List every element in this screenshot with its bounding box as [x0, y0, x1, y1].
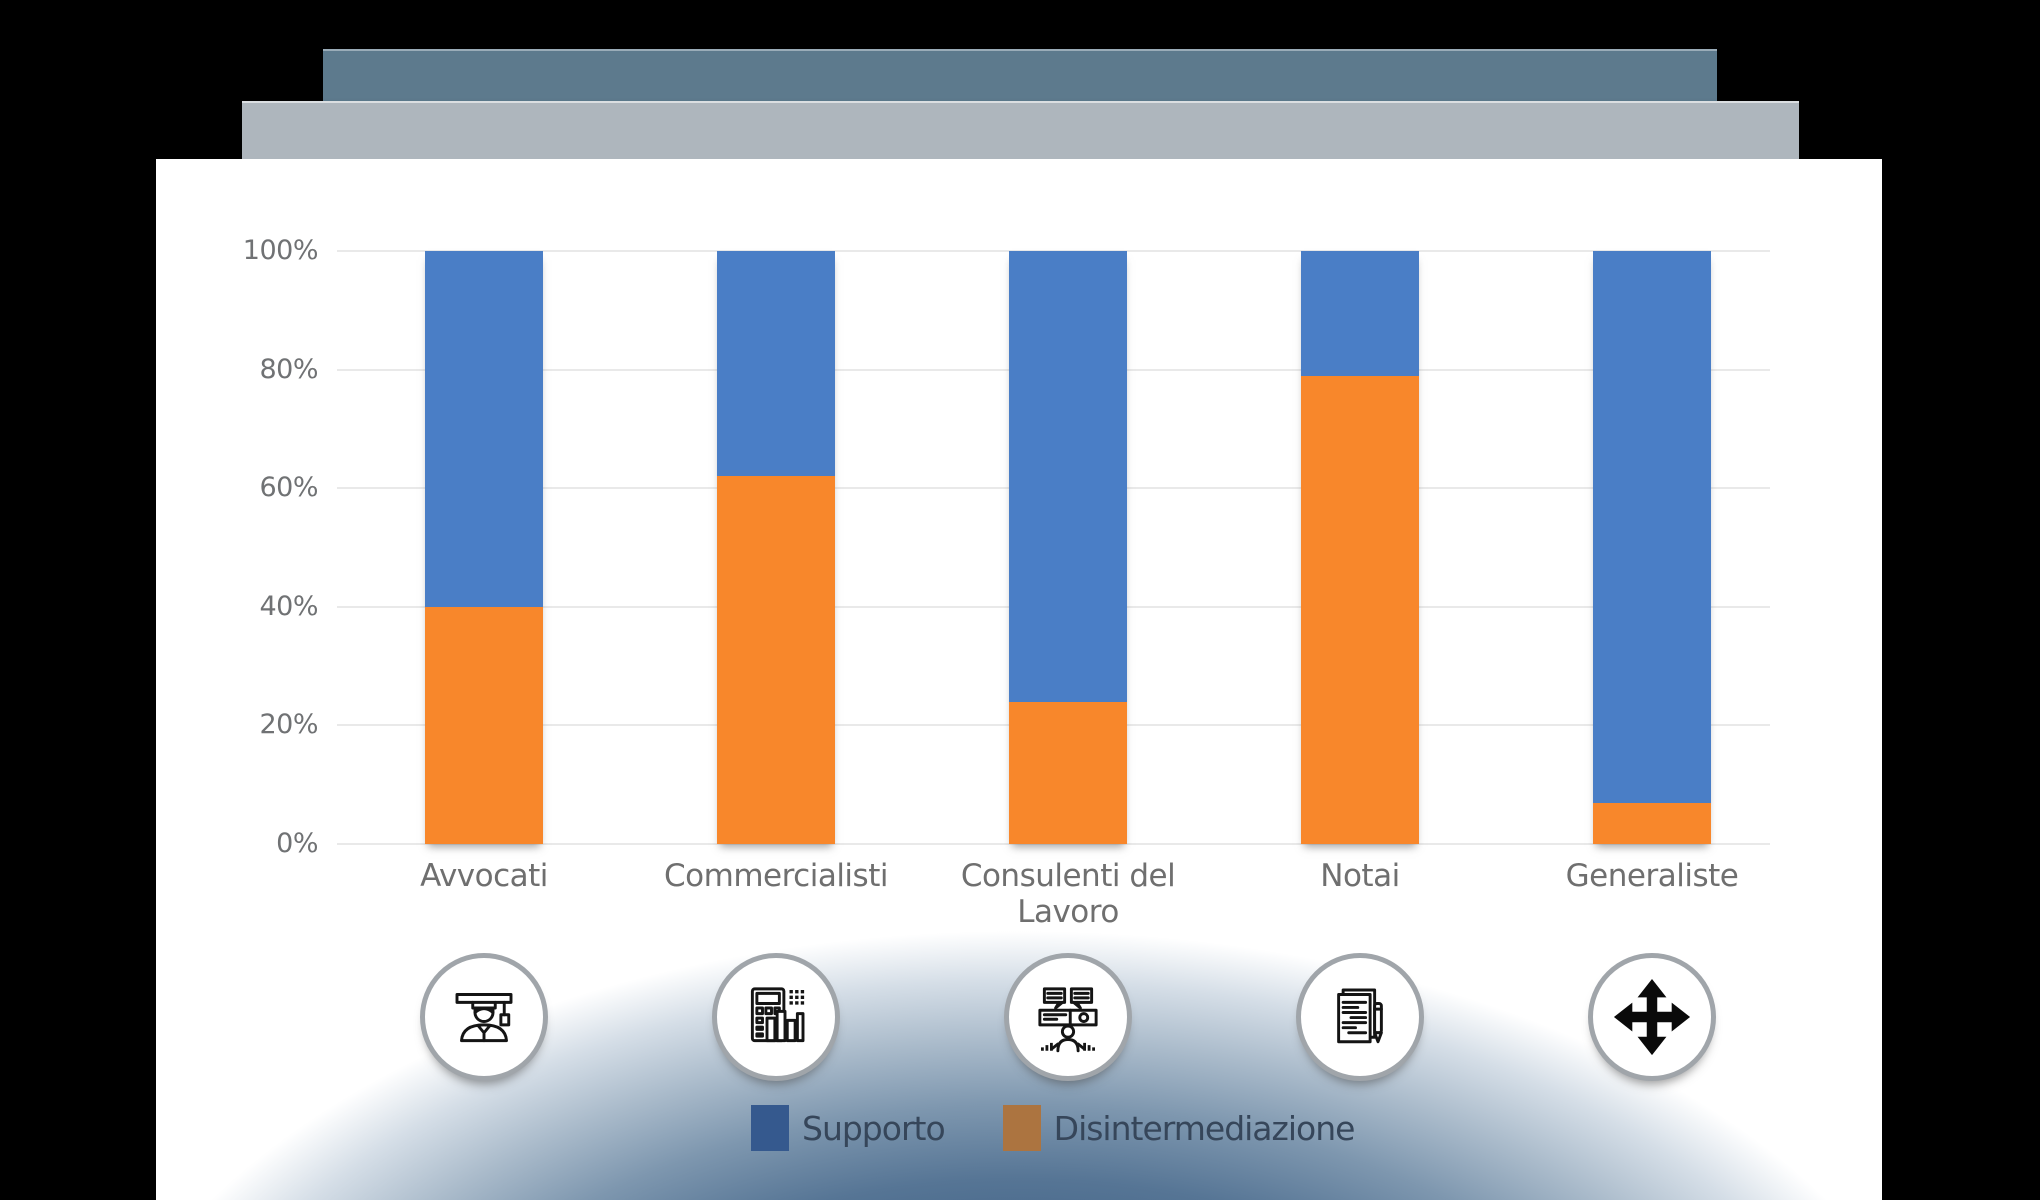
window-chrome-secondary-bar	[242, 101, 1799, 161]
y-tick-label: 0%	[276, 828, 318, 859]
y-tick-label: 20%	[259, 709, 318, 741]
four-way-arrows-icon	[1588, 953, 1716, 1081]
category-column-commercialisti: Commercialisti	[630, 858, 922, 1081]
category-label: Consulenti del Lavoro	[960, 858, 1176, 930]
legend-swatch-supporto	[751, 1105, 789, 1151]
category-label: Commercialisti	[664, 858, 888, 894]
segment-disintermediazione	[1301, 375, 1419, 844]
segment-disintermediazione	[1009, 701, 1127, 844]
segment-disintermediazione	[1593, 802, 1711, 844]
chart-legend: Supporto Disintermediazione	[751, 1105, 1356, 1151]
category-column-generaliste: Generaliste	[1506, 858, 1798, 1081]
category-column-avvocati: Avvocati	[338, 858, 630, 1081]
consultant-speech-bubbles-icon	[1004, 953, 1132, 1081]
segment-disintermediazione	[717, 476, 835, 844]
segment-supporto	[1593, 251, 1711, 803]
category-label: Notai	[1320, 858, 1400, 894]
category-column-consulenti: Consulenti del Lavoro	[922, 858, 1214, 1081]
stacked-bar-notai	[1301, 251, 1419, 844]
legend-entry-supporto: Supporto	[751, 1105, 946, 1151]
legend-swatch-disintermediazione	[1002, 1105, 1041, 1151]
segment-supporto	[717, 251, 835, 477]
graduate-person-icon	[420, 953, 548, 1081]
segment-disintermediazione	[425, 606, 543, 844]
segment-supporto	[1301, 251, 1419, 376]
y-tick-label: 60%	[259, 472, 318, 504]
chart-plot-area	[337, 250, 1770, 845]
category-label: Avvocati	[420, 858, 548, 894]
legend-label: Supporto	[802, 1108, 946, 1148]
y-tick-label: 40%	[259, 590, 318, 622]
y-tick-label: 80%	[259, 353, 318, 385]
document-with-pen-icon	[1296, 953, 1424, 1081]
segment-supporto	[1009, 251, 1127, 702]
stacked-bar-generaliste	[1593, 251, 1711, 844]
category-column-notai: Notai	[1214, 858, 1506, 1081]
y-tick-label: 100%	[242, 235, 319, 266]
category-label: Generaliste	[1565, 858, 1739, 894]
stacked-bar-consulenti-del-lavoro	[1009, 251, 1127, 844]
gridline-100	[337, 250, 1770, 252]
legend-entry-disintermediazione: Disintermediazione	[1002, 1105, 1356, 1151]
slide-card: 100% 80% 60% 40% 20% 0% Avvocati Commercialis…	[156, 159, 1882, 1200]
segment-supporto	[425, 251, 543, 607]
stacked-bar-commercialisti	[717, 251, 835, 844]
calculator-with-chart-icon	[712, 953, 840, 1081]
gridline-0	[337, 843, 1770, 845]
stacked-bar-avvocati	[425, 251, 543, 844]
legend-label: Disintermediazione	[1053, 1108, 1356, 1148]
window-chrome-top-bar	[323, 49, 1717, 103]
